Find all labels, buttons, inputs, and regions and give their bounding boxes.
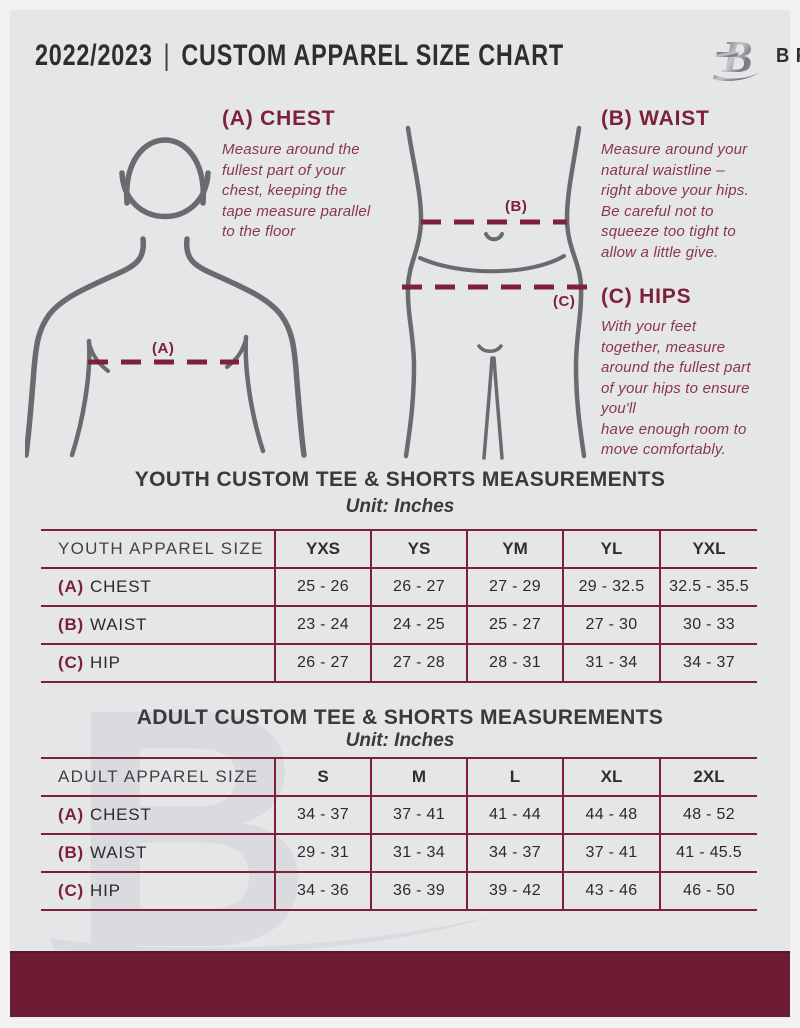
waist-heading: (B) WAIST — [601, 107, 710, 130]
table-row: (B) WAIST 29 - 31 31 - 34 34 - 37 37 - 41… — [41, 834, 757, 872]
table-cell: 39 - 42 — [466, 872, 563, 910]
table-cell: 31 - 34 — [562, 644, 660, 682]
table-cell: 34 - 37 — [274, 796, 371, 834]
waist-description: Measure around your natural waistline – … — [601, 141, 749, 261]
column-header: YS — [370, 530, 467, 568]
table-cell: 24 - 25 — [370, 606, 467, 644]
table-cell: 26 - 27 — [370, 568, 467, 606]
title-text: CUSTOM APPAREL SIZE CHART — [181, 39, 564, 72]
row-letter: (A) — [58, 805, 84, 824]
chest-marker-label: (A) — [152, 340, 175, 357]
title-separator: | — [163, 39, 171, 72]
youth-size-table: YOUTH APPAREL SIZE YXS YS YM YL YXL (A) C… — [41, 529, 757, 683]
row-letter: (B) — [58, 615, 84, 634]
column-header: YXL — [659, 530, 757, 568]
table-cell: 26 - 27 — [274, 644, 371, 682]
chest-description: Measure around the fullest part of your … — [222, 141, 371, 241]
row-label: WAIST — [90, 615, 148, 634]
column-header: S — [274, 758, 371, 796]
column-header: 2XL — [659, 758, 757, 796]
chest-heading: (A) CHEST — [222, 107, 336, 130]
table-cell: 48 - 52 — [659, 796, 757, 834]
table-row: (B) WAIST 23 - 24 24 - 25 25 - 27 27 - 30… — [41, 606, 757, 644]
table-cell: 28 - 31 — [466, 644, 563, 682]
table-cell: 27 - 29 — [466, 568, 563, 606]
page-title: 2022/2023 | CUSTOM APPAREL SIZE CHART — [35, 39, 564, 73]
adult-table-subtitle: Unit: Inches — [345, 730, 455, 751]
table-cell: 25 - 27 — [466, 606, 563, 644]
table-header-row: ADULT APPAREL SIZE S M L XL 2XL — [41, 758, 757, 796]
youth-table-title: YOUTH CUSTOM TEE & SHORTS MEASUREMENTS — [134, 468, 666, 491]
brand-name: BREAKAWAY — [776, 44, 800, 67]
row-label: HIP — [90, 653, 121, 672]
column-header: L — [466, 758, 563, 796]
table-row: (C) HIP 26 - 27 27 - 28 28 - 31 31 - 34 3… — [41, 644, 757, 682]
adult-size-table: ADULT APPAREL SIZE S M L XL 2XL (A) CHEST… — [41, 757, 757, 911]
column-header: ADULT APPAREL SIZE — [58, 767, 259, 786]
youth-table-subtitle: Unit: Inches — [345, 496, 455, 517]
document-header: 2022/2023 | CUSTOM APPAREL SIZE CHART B BR… — [35, 30, 800, 82]
table-cell: 41 - 44 — [466, 796, 563, 834]
column-header: YXS — [274, 530, 371, 568]
table-cell: 29 - 31 — [274, 834, 371, 872]
row-letter: (B) — [58, 843, 84, 862]
table-cell: 37 - 41 — [562, 834, 660, 872]
table-cell: 37 - 41 — [370, 796, 467, 834]
table-cell: 29 - 32.5 — [562, 568, 660, 606]
column-header: M — [370, 758, 467, 796]
table-cell: 25 - 26 — [274, 568, 371, 606]
table-header-row: YOUTH APPAREL SIZE YXS YS YM YL YXL — [41, 530, 757, 568]
column-header: XL — [562, 758, 660, 796]
row-letter: (A) — [58, 577, 84, 596]
table-cell: 30 - 33 — [659, 606, 757, 644]
title-season: 2022/2023 — [35, 39, 153, 72]
table-row: (C) HIP 34 - 36 36 - 39 39 - 42 43 - 46 4… — [41, 872, 757, 910]
upper-body-figure — [25, 137, 307, 458]
table-cell: 34 - 37 — [659, 644, 757, 682]
breakaway-b-icon: B — [713, 31, 760, 82]
table-cell: 36 - 39 — [370, 872, 467, 910]
table-row: (A) CHEST 25 - 26 26 - 27 27 - 29 29 - 32… — [41, 568, 757, 606]
table-cell: 44 - 48 — [562, 796, 660, 834]
brand-logo: B BREAKAWAY — [713, 30, 800, 82]
lower-body-figure — [402, 125, 591, 460]
table-cell: 23 - 24 — [274, 606, 371, 644]
table-cell: 34 - 36 — [274, 872, 371, 910]
table-cell: 27 - 28 — [370, 644, 467, 682]
table-cell: 41 - 45.5 — [659, 834, 757, 872]
row-label: HIP — [90, 881, 121, 900]
row-label: CHEST — [90, 577, 152, 596]
column-header: YOUTH APPAREL SIZE — [58, 539, 264, 558]
hips-description: With your feet together, measure around … — [601, 318, 751, 459]
column-header: YL — [562, 530, 660, 568]
row-letter: (C) — [58, 881, 84, 900]
row-letter: (C) — [58, 653, 84, 672]
table-cell: 46 - 50 — [659, 872, 757, 910]
table-cell: 34 - 37 — [466, 834, 563, 872]
row-label: CHEST — [90, 805, 152, 824]
table-cell: 32.5 - 35.5 — [659, 568, 757, 606]
footer-bar — [10, 951, 790, 1017]
table-cell: 43 - 46 — [562, 872, 660, 910]
table-row: (A) CHEST 34 - 37 37 - 41 41 - 44 44 - 48… — [41, 796, 757, 834]
table-cell: 31 - 34 — [370, 834, 467, 872]
adult-table-title: ADULT CUSTOM TEE & SHORTS MEASUREMENTS — [136, 706, 664, 729]
hips-marker-label: (C) — [553, 293, 576, 310]
waist-marker-label: (B) — [505, 198, 528, 215]
column-header: YM — [466, 530, 563, 568]
hips-heading: (C) HIPS — [601, 285, 692, 308]
row-label: WAIST — [90, 843, 148, 862]
table-cell: 27 - 30 — [562, 606, 660, 644]
